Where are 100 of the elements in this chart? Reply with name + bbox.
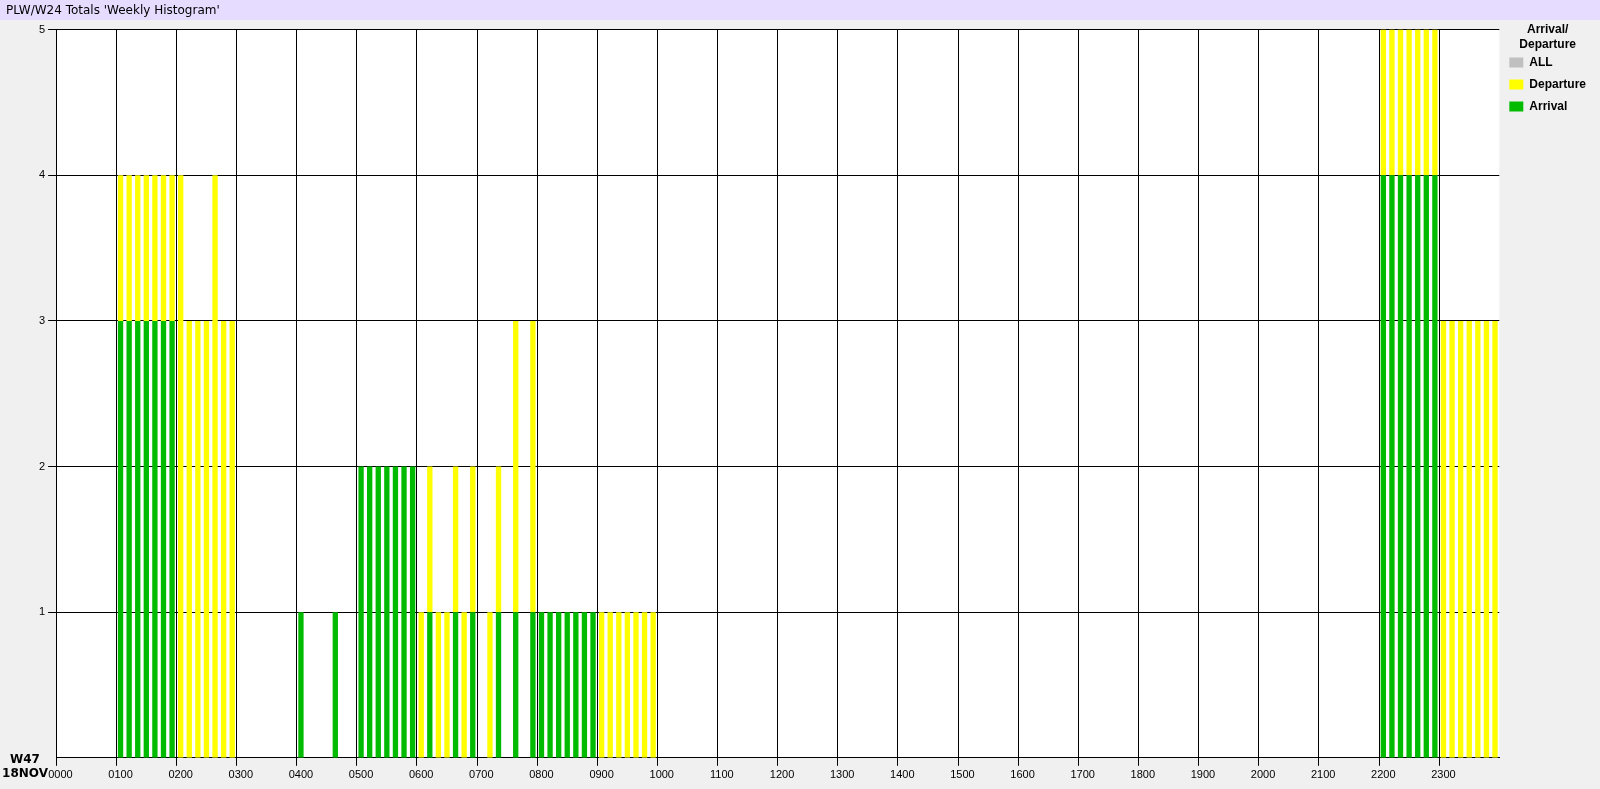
bar <box>641 612 648 758</box>
bar <box>1440 320 1447 758</box>
bar <box>1380 175 1387 758</box>
bar <box>1466 320 1472 758</box>
bar <box>1406 175 1412 758</box>
x-tick-label: 1000 <box>649 768 674 781</box>
bar <box>1389 175 1395 758</box>
bar <box>573 612 579 758</box>
bar <box>495 466 502 613</box>
bar <box>1423 29 1429 176</box>
x-tick-label: 1800 <box>1130 768 1156 781</box>
legend-title: Arrival/ Departure <box>1519 22 1577 51</box>
bar <box>367 466 373 758</box>
x-axis-title: W47 18NOV <box>2 752 48 780</box>
x-tick-label: 2000 <box>1250 768 1276 781</box>
bar <box>1423 175 1429 758</box>
y-tick-label: 5 <box>38 22 46 35</box>
bar <box>1449 320 1455 758</box>
bar <box>452 612 459 758</box>
x-tick-label: 0800 <box>529 768 554 781</box>
bar <box>169 175 175 321</box>
bar <box>1432 29 1438 176</box>
bar <box>461 612 467 758</box>
bar <box>1432 175 1438 758</box>
bar <box>1406 29 1412 176</box>
x-tick-label: 2200 <box>1371 768 1396 781</box>
bar <box>1415 175 1421 758</box>
bar <box>1389 29 1395 176</box>
bar <box>513 612 519 758</box>
bar <box>1483 320 1490 758</box>
bar <box>590 612 596 758</box>
x-tick-label: 0700 <box>469 768 494 781</box>
bar <box>1492 320 1498 758</box>
bar <box>444 612 450 758</box>
bar <box>143 175 149 321</box>
legend-label: Departure <box>1529 76 1587 91</box>
y-tick-label: 3 <box>38 313 46 326</box>
bar <box>564 612 570 758</box>
bar <box>1397 29 1404 176</box>
bar <box>409 466 416 758</box>
bar <box>530 320 536 613</box>
x-tick-label: 0000 <box>48 768 73 781</box>
bar <box>126 320 132 758</box>
x-tick-label: 1200 <box>769 768 795 781</box>
bar <box>556 612 562 758</box>
bar <box>195 320 201 758</box>
x-tick-label: 2100 <box>1310 768 1336 781</box>
bar <box>650 612 656 758</box>
bar <box>135 320 141 758</box>
x-tick-label: 0100 <box>108 768 133 781</box>
x-tick-label: 1700 <box>1070 768 1095 781</box>
x-tick-label: 0900 <box>589 768 614 781</box>
bar <box>375 466 381 758</box>
x-tick-label: 0200 <box>168 768 193 781</box>
bar <box>487 612 493 758</box>
bar <box>427 466 433 613</box>
bar <box>392 466 399 758</box>
bar <box>169 320 175 758</box>
bar <box>470 466 476 613</box>
bar <box>538 612 545 758</box>
bar <box>598 612 605 758</box>
bar <box>220 320 227 758</box>
bar <box>1415 29 1421 176</box>
x-tick-label: 1300 <box>829 768 855 781</box>
bar <box>1397 175 1404 758</box>
bar <box>581 612 588 758</box>
bar <box>401 466 407 758</box>
bar <box>178 175 184 758</box>
bar <box>332 612 338 758</box>
bar <box>160 320 167 758</box>
y-tick-label: 1 <box>38 605 46 618</box>
x-tick-label: 0600 <box>408 768 434 781</box>
bar <box>435 612 442 758</box>
bar <box>160 175 167 321</box>
y-tick-label: 4 <box>38 168 46 181</box>
bar <box>298 612 304 758</box>
bar <box>427 612 433 758</box>
x-tick-label: 1900 <box>1190 768 1216 781</box>
bar <box>117 320 124 758</box>
bar <box>418 612 424 758</box>
x-tick-label: 1600 <box>1010 768 1035 781</box>
bar <box>384 466 390 758</box>
bar <box>1380 29 1387 176</box>
bar <box>212 175 218 758</box>
x-tick-label: 2300 <box>1431 768 1456 781</box>
legend-label: Arrival <box>1529 98 1568 113</box>
bar <box>607 612 613 758</box>
legend-label: ALL <box>1529 54 1553 69</box>
bar <box>117 175 124 321</box>
bar <box>633 612 639 758</box>
bar <box>203 320 210 758</box>
x-tick-label: 0500 <box>348 768 374 781</box>
y-tick-label: 2 <box>38 459 46 472</box>
x-tick-label: 0400 <box>288 768 314 781</box>
bar <box>1475 320 1481 758</box>
x-tick-label: 1400 <box>890 768 915 781</box>
bar <box>495 612 502 758</box>
bar <box>547 612 553 758</box>
bar <box>513 320 519 613</box>
x-tick-label: 1100 <box>710 768 734 781</box>
